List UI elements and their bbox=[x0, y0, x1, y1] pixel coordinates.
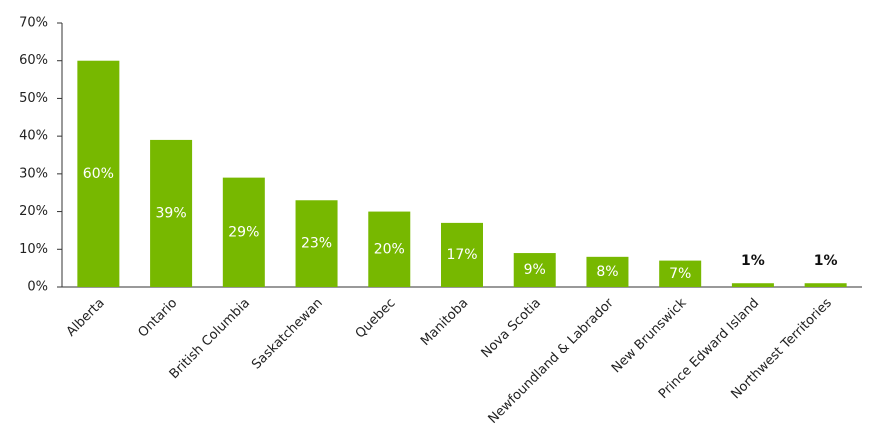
bar bbox=[368, 211, 411, 287]
y-tick-label: 60% bbox=[19, 53, 48, 68]
x-tick-label: Nova Scotia bbox=[479, 296, 544, 361]
x-tick-label: Manitoba bbox=[418, 296, 471, 349]
bar bbox=[77, 60, 120, 287]
bar bbox=[731, 283, 774, 287]
x-tick-label: Alberta bbox=[64, 296, 108, 340]
x-tick-label: New Brunswick bbox=[609, 295, 690, 376]
bar bbox=[150, 139, 193, 287]
bar bbox=[659, 260, 702, 287]
value-label: 8% bbox=[596, 264, 618, 280]
value-label: 23% bbox=[301, 236, 332, 252]
x-tick-label: Newfoundland & Labrador bbox=[486, 295, 618, 427]
bar bbox=[804, 283, 847, 287]
value-label: 17% bbox=[446, 247, 477, 263]
y-tick-label: 50% bbox=[19, 91, 48, 106]
y-tick-label: 40% bbox=[19, 129, 48, 144]
value-label: 39% bbox=[156, 205, 187, 221]
value-label: 60% bbox=[83, 166, 114, 182]
value-label: 29% bbox=[228, 224, 259, 240]
value-label: 7% bbox=[669, 266, 691, 282]
y-tick-label: 30% bbox=[19, 166, 48, 181]
x-tick-label: Saskatchewan bbox=[249, 296, 326, 373]
value-label: 20% bbox=[374, 241, 405, 257]
y-tick-label: 70% bbox=[19, 16, 48, 31]
y-tick-label: 20% bbox=[19, 204, 48, 219]
value-label: 9% bbox=[524, 262, 546, 278]
bar bbox=[513, 253, 556, 287]
bar bbox=[441, 222, 483, 287]
x-tick-label: British Columbia bbox=[167, 296, 253, 382]
y-tick-label: 10% bbox=[19, 242, 48, 257]
y-tick-label: 0% bbox=[27, 280, 48, 295]
x-tick-label: Ontario bbox=[136, 296, 181, 341]
value-label: 1% bbox=[814, 253, 838, 269]
bar bbox=[295, 200, 338, 287]
bar bbox=[222, 177, 265, 287]
value-label: 1% bbox=[741, 253, 765, 269]
x-tick-label: Quebec bbox=[353, 296, 399, 342]
bar bbox=[586, 256, 629, 287]
